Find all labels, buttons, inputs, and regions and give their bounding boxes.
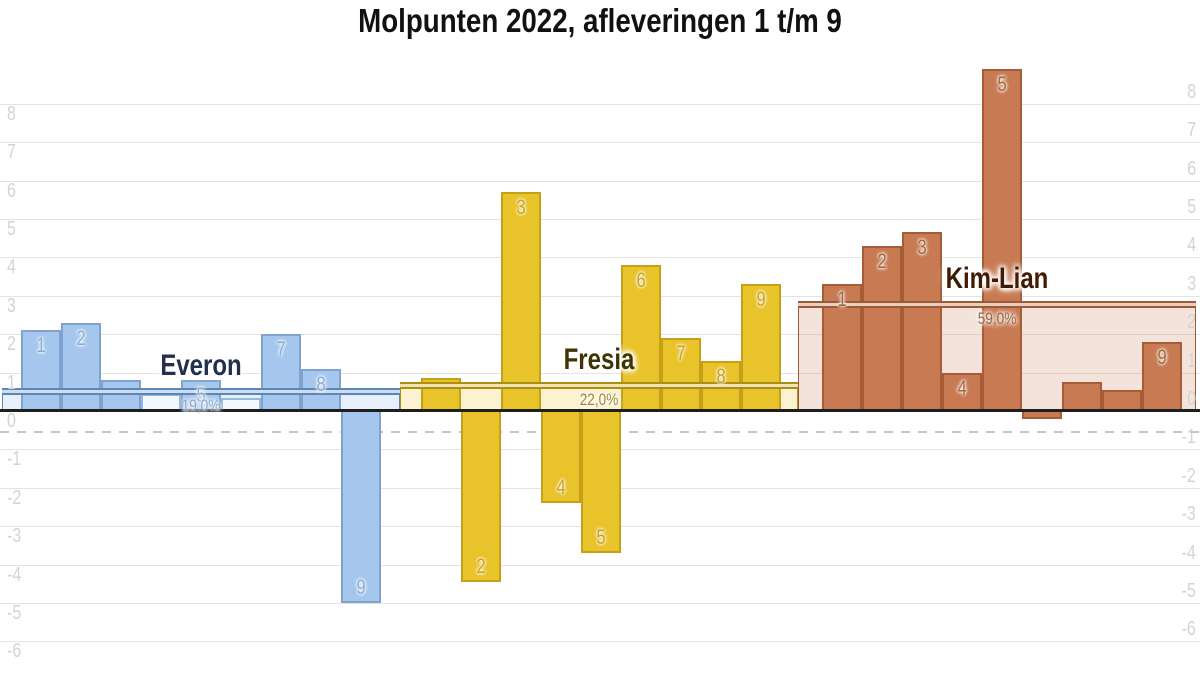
bar-label-fresia-3: 3 — [516, 196, 526, 220]
bar-label-everon-5: 5 — [196, 384, 206, 408]
vote-share-label-everon: 19,0% — [181, 396, 221, 416]
y-tick-left--3: -3 — [7, 525, 22, 548]
bar-label-fresia-8: 8 — [716, 365, 726, 389]
gridline--6 — [0, 641, 1200, 643]
y-tick-right--2: -2 — [1181, 464, 1196, 487]
y-tick-left-1: 1 — [7, 371, 16, 394]
y-tick-right--5: -5 — [1181, 580, 1196, 602]
y-tick-right-5: 5 — [1187, 196, 1196, 218]
bar-label-kim-lian-3: 3 — [917, 236, 927, 260]
average-line-everon — [2, 388, 400, 396]
y-tick-left-7: 7 — [7, 141, 16, 164]
bar-fresia-4 — [541, 410, 581, 504]
bar-everon-3 — [101, 380, 141, 412]
bar-everon-7 — [261, 334, 301, 412]
bar-fresia-5 — [581, 410, 621, 554]
bar-label-kim-lian-1: 1 — [837, 288, 847, 312]
gridline--5 — [0, 603, 1200, 604]
gridline-6 — [0, 180, 1200, 182]
bar-label-kim-lian-9: 9 — [1157, 345, 1167, 369]
vote-share-label-fresia: 22,0% — [579, 389, 619, 409]
y-tick-left--5: -5 — [7, 602, 22, 624]
team-label-kim-lian: Kim-Lian — [945, 262, 1049, 296]
gridline-2 — [0, 334, 1200, 336]
y-tick-left--1: -1 — [7, 448, 22, 471]
y-tick-right--4: -4 — [1181, 541, 1196, 564]
bar-label-kim-lian-4: 4 — [957, 376, 967, 400]
bar-label-fresia-9: 9 — [756, 288, 766, 312]
bar-kim-lian-9 — [1142, 341, 1182, 412]
bar-label-kim-lian-2: 2 — [877, 249, 887, 273]
y-tick-right-1: 1 — [1187, 349, 1196, 372]
bar-label-everon-7: 7 — [276, 338, 286, 362]
bar-label-everon-9: 9 — [356, 576, 366, 599]
y-tick-left--4: -4 — [7, 563, 22, 586]
gridline-7 — [0, 142, 1200, 144]
chart-title: Molpunten 2022, afleveringen 1 t/m 9 — [358, 2, 842, 39]
team-label-everon: Everon — [160, 349, 242, 383]
bar-label-fresia-2: 2 — [476, 554, 486, 578]
y-tick-left-0: 0 — [7, 410, 16, 432]
y-tick-right-2: 2 — [1187, 311, 1196, 334]
y-tick-right--1: -1 — [1181, 426, 1196, 449]
gridline-3 — [0, 295, 1200, 297]
y-tick-right-8: 8 — [1187, 80, 1196, 103]
gridline--4 — [0, 564, 1200, 566]
y-tick-right--3: -3 — [1181, 503, 1196, 526]
y-tick-left-3: 3 — [7, 294, 16, 317]
bar-label-everon-8: 8 — [316, 372, 326, 396]
team-label-fresia: Fresia — [563, 342, 635, 376]
gridline-4 — [0, 257, 1200, 259]
y-tick-left-5: 5 — [7, 218, 16, 240]
bar-fresia-7 — [661, 338, 701, 412]
bar-kim-lian-7 — [1062, 382, 1102, 412]
zero-axis-line — [0, 409, 1200, 412]
vote-share-label-kim-lian: 59,0% — [977, 309, 1017, 329]
y-tick-left--2: -2 — [7, 486, 22, 509]
average-line-kim-lian — [798, 301, 1196, 309]
y-tick-right-4: 4 — [1187, 234, 1196, 257]
bar-label-fresia-7: 7 — [676, 342, 686, 366]
gridline-5 — [0, 219, 1200, 220]
y-tick-left-4: 4 — [7, 256, 16, 279]
average-line-fresia — [400, 381, 798, 389]
gridline-1 — [0, 372, 1200, 374]
bar-label-fresia-5: 5 — [596, 526, 606, 550]
bar-fresia-3 — [501, 192, 541, 412]
bar-everon-1 — [21, 330, 61, 412]
bar-label-everon-2: 2 — [76, 326, 86, 350]
y-tick-left-6: 6 — [7, 179, 16, 202]
y-tick-left-2: 2 — [7, 333, 16, 356]
y-tick-right--6: -6 — [1181, 618, 1196, 641]
bar-label-everon-1: 1 — [36, 334, 46, 358]
y-tick-right-6: 6 — [1187, 157, 1196, 180]
y-tick-right-7: 7 — [1187, 119, 1196, 142]
y-tick-left--6: -6 — [7, 640, 22, 663]
y-tick-right-0: 0 — [1187, 388, 1196, 410]
bar-label-fresia-4: 4 — [556, 476, 566, 500]
gridline-8 — [0, 103, 1200, 105]
y-tick-left-8: 8 — [7, 102, 16, 125]
bar-kim-lian-3 — [902, 232, 942, 412]
y-tick-right-3: 3 — [1187, 272, 1196, 295]
bar-kim-lian-5 — [982, 69, 1022, 412]
bar-everon-5 — [181, 380, 221, 412]
bar-label-kim-lian-5: 5 — [997, 73, 1007, 97]
bar-everon-2 — [61, 322, 101, 412]
bar-label-fresia-6: 6 — [636, 269, 646, 293]
bar-kim-lian-2 — [862, 245, 902, 412]
bar-everon-9 — [341, 410, 381, 603]
